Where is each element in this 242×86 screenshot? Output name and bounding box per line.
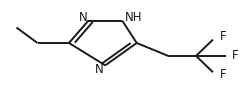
Text: F: F (220, 30, 227, 44)
Text: F: F (220, 68, 227, 81)
Text: N: N (95, 63, 104, 76)
Text: F: F (232, 49, 239, 62)
Text: N: N (78, 11, 87, 24)
Text: NH: NH (125, 11, 142, 24)
